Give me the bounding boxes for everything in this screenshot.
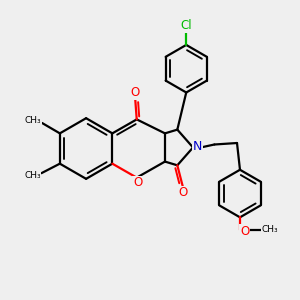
Text: O: O [240, 225, 250, 238]
Text: CH₃: CH₃ [25, 116, 41, 125]
Text: N: N [193, 140, 202, 153]
Text: CH₃: CH₃ [261, 225, 278, 234]
Text: O: O [133, 176, 142, 190]
Text: O: O [130, 86, 140, 99]
Text: O: O [178, 186, 187, 200]
Text: CH₃: CH₃ [24, 171, 41, 180]
Text: Cl: Cl [180, 19, 192, 32]
